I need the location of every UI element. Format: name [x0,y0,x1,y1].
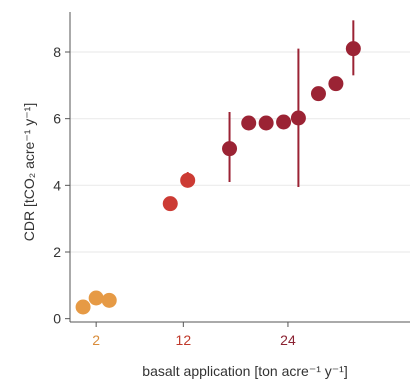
y-tick-label: 2 [53,244,61,260]
data-point [241,115,257,131]
data-point [328,76,344,92]
axis-labels: basalt application [ton acre⁻¹ y⁻¹] CDR … [21,103,348,379]
data-point [101,292,117,308]
grid-lines [70,51,410,253]
data-point [345,41,361,57]
x-tick-label: 24 [280,332,296,348]
data-point [75,299,91,315]
data-point [162,196,178,212]
data-point [310,86,326,102]
data-point [222,141,238,157]
x-tick-label: 12 [176,332,192,348]
data-points [75,41,361,315]
y-tick-label: 4 [53,177,61,193]
y-tick-label: 8 [53,44,61,60]
y-tick-label: 6 [53,111,61,127]
data-point [290,110,306,126]
data-point [180,172,196,188]
data-point [258,115,274,131]
x-axis-label: basalt application [ton acre⁻¹ y⁻¹] [142,363,347,379]
error-bars [186,20,355,187]
data-point [276,114,292,130]
data-point [88,290,104,306]
y-tick-label: 0 [53,311,61,327]
x-tick-label: 2 [92,332,100,348]
y-axis-label: CDR [tCO₂ acre⁻¹ y⁻¹] [21,103,37,241]
